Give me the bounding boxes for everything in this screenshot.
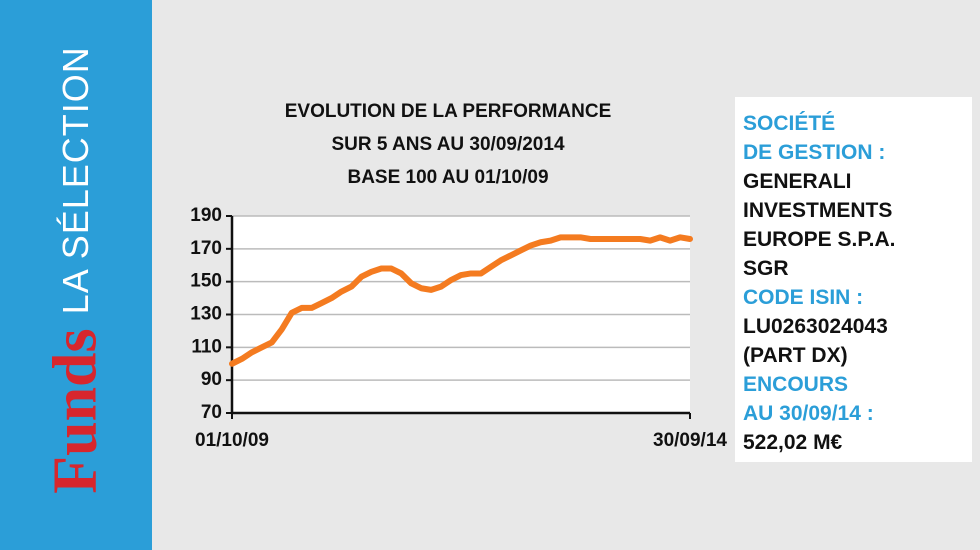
chart-title: EVOLUTION DE LA PERFORMANCE: [285, 101, 612, 122]
info-label: SOCIÉTÉ: [743, 112, 836, 135]
info-value: SGR: [743, 257, 789, 280]
data-line: [229, 234, 693, 367]
info-value: INVESTMENTS: [743, 199, 893, 222]
chart-title: SUR 5 ANS AU 30/09/2014: [331, 134, 564, 155]
info-value: GENERALI: [743, 170, 852, 193]
brand: Funds LA SÉLECTION: [41, 46, 112, 494]
chart: EVOLUTION DE LA PERFORMANCE SUR 5 ANS AU …: [190, 101, 727, 451]
y-tick-label: 170: [190, 238, 222, 259]
info-value: (PART DX): [743, 344, 848, 367]
info-label: CODE ISIN :: [743, 286, 864, 309]
y-tick-label: 110: [191, 336, 222, 357]
info-label: DE GESTION :: [743, 141, 886, 164]
y-tick-label: 150: [190, 271, 222, 292]
y-tick-label: 190: [190, 205, 222, 226]
info-value: EUROPE S.P.A.: [743, 228, 896, 251]
x-tick-label: 30/09/14: [653, 430, 727, 451]
sidebar: Funds LA SÉLECTION: [0, 0, 152, 550]
info-value: 522,02 M€: [743, 431, 843, 454]
y-tick-label: 90: [201, 369, 222, 390]
y-tick-label: 70: [201, 402, 222, 423]
brand-name: Funds: [41, 328, 110, 494]
info-label: AU 30/09/14 :: [743, 402, 874, 425]
info-box: SOCIÉTÉ DE GESTION : GENERALI INVESTMENTS EU…: [735, 97, 972, 462]
info-value: LU0263024043: [743, 315, 888, 338]
y-tick-label: 130: [190, 304, 222, 325]
chart-title: BASE 100 AU 01/10/09: [347, 167, 548, 188]
x-tick-label: 01/10/09: [195, 430, 269, 451]
brand-subtitle: LA SÉLECTION: [55, 46, 96, 315]
info-label: ENCOURS: [743, 373, 849, 396]
